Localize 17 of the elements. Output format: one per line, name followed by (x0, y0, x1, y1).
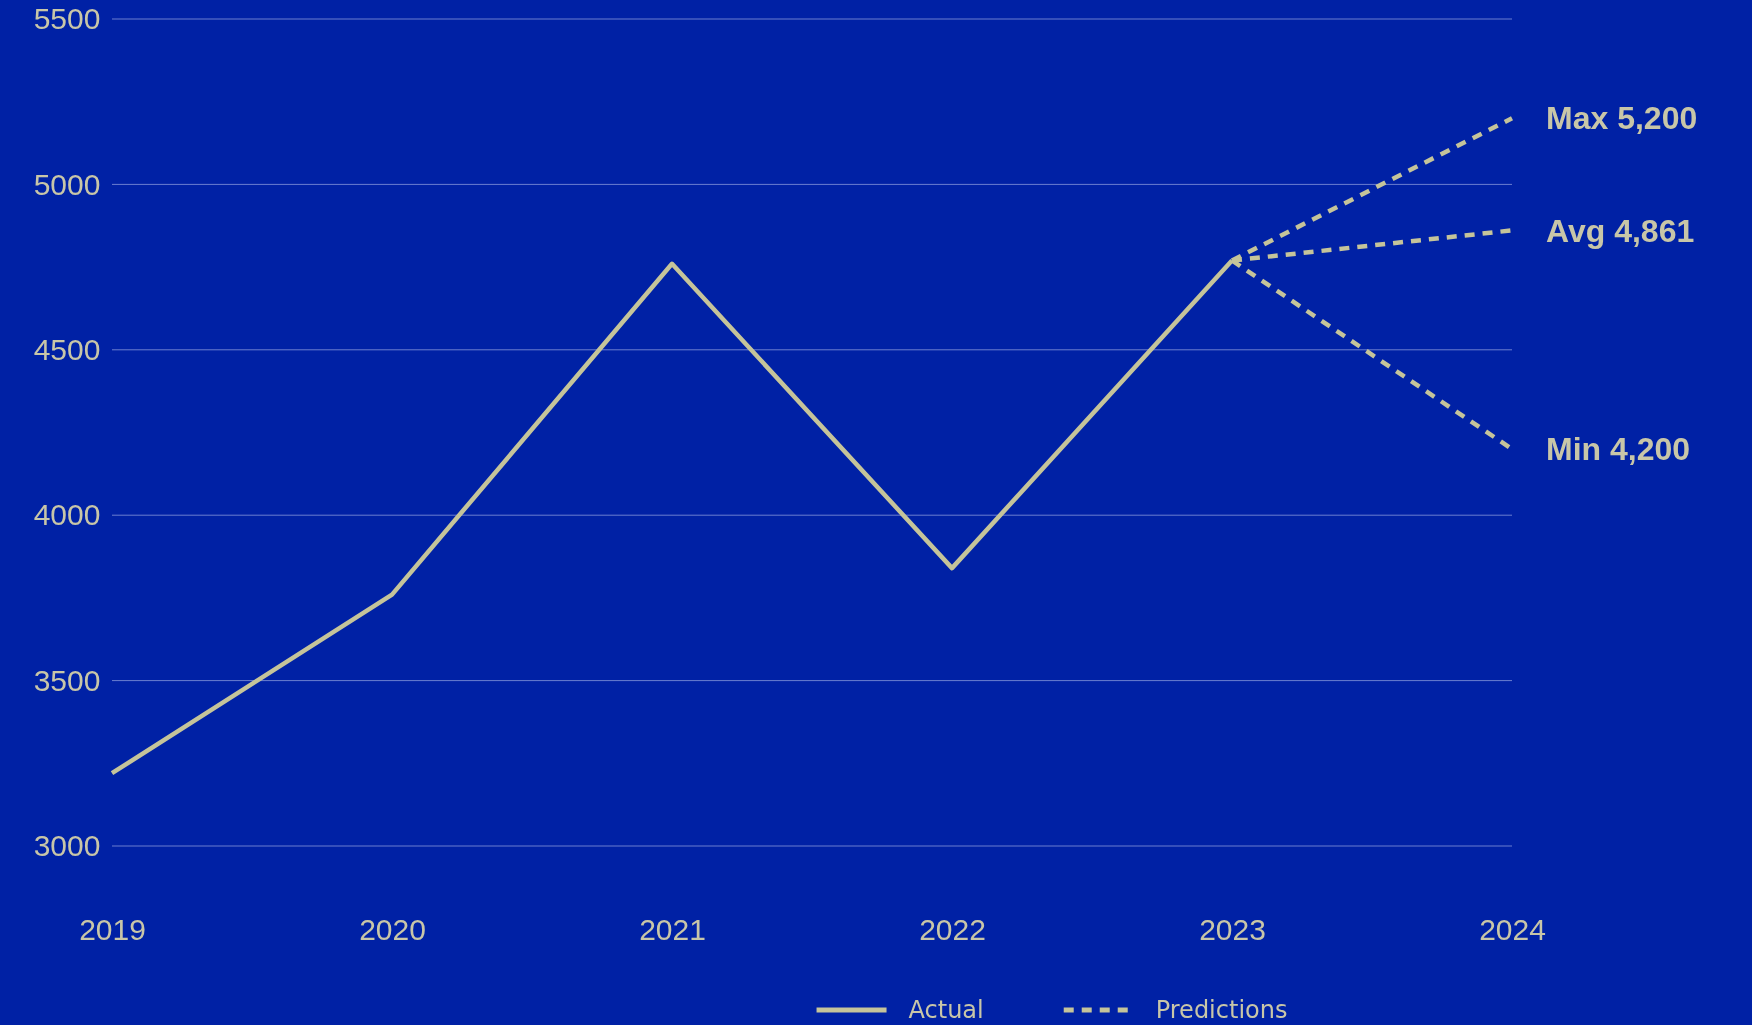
data-label: Avg 4,861 (1546, 212, 1695, 249)
y-tick-label: 3000 (33, 829, 101, 863)
x-tick-label: 2020 (359, 913, 426, 947)
x-tick-label: 2024 (1479, 913, 1546, 947)
y-tick-label: 4500 (33, 332, 101, 366)
legend-label: Actual (908, 996, 984, 1025)
x-tick-label: 2021 (639, 913, 706, 947)
x-tick-label: 2022 (919, 913, 986, 947)
legend-label: Predictions (1155, 996, 1288, 1025)
x-tick-label: 2023 (1199, 913, 1266, 947)
data-label: Max 5,200 (1546, 100, 1698, 137)
x-tick-label: 2019 (79, 913, 146, 947)
y-tick-label: 4000 (33, 498, 101, 532)
y-tick-label: 5000 (33, 167, 101, 201)
y-tick-label: 3500 (33, 663, 101, 697)
y-tick-label: 5500 (33, 2, 101, 36)
data-label: Min 4,200 (1546, 431, 1691, 468)
